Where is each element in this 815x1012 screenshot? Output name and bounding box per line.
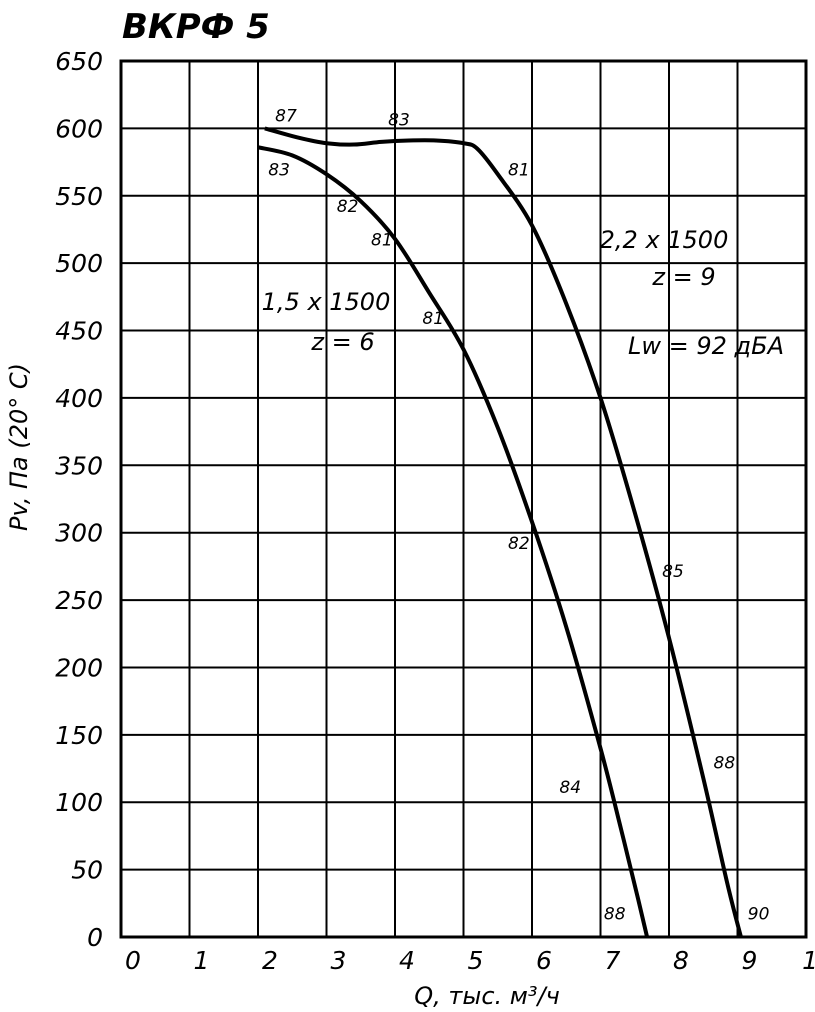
right-curve-note-speed: 2,2 x 1500 <box>600 226 729 254</box>
x-tick-labels: 0 1 2 3 4 5 6 7 8 9 10 <box>125 946 815 975</box>
curve-1-5x1500 <box>257 145 650 938</box>
x-tick-label: 6 <box>536 946 552 975</box>
y-tick-label: 300 <box>55 519 103 548</box>
right-curve-note-blades: z = 9 <box>651 263 715 291</box>
y-tick-label: 150 <box>55 721 103 750</box>
right-curve-point-label: 81 <box>508 161 530 181</box>
left-curve-point-label: 83 <box>268 161 290 181</box>
plot-frame <box>119 59 808 939</box>
left-curve-note-speed: 1,5 x 1500 <box>262 288 391 316</box>
left-curve-point-label: 81 <box>371 231 393 251</box>
x-tick-label: 2 <box>262 946 278 975</box>
x-tick-label: 4 <box>399 946 415 975</box>
grid <box>119 59 808 939</box>
left-curve-point-label: 82 <box>508 534 530 554</box>
y-tick-label: 0 <box>87 923 103 952</box>
y-tick-label: 550 <box>55 182 103 211</box>
right-curve-point-label: 90 <box>748 904 770 924</box>
right-curve-point-label: 85 <box>662 562 684 582</box>
y-tick-label: 100 <box>55 788 103 817</box>
noise-level-note: Lw = 92 дБА <box>628 332 784 360</box>
y-tick-label: 450 <box>55 317 103 346</box>
x-tick-label: 10 <box>802 946 815 975</box>
x-axis-label: Q, тыс. м³/ч <box>414 982 560 1010</box>
x-tick-label: 5 <box>468 946 484 975</box>
y-tick-label: 250 <box>55 586 103 615</box>
y-tick-label: 500 <box>55 249 103 278</box>
y-axis-label: Pv, Па (20° С) <box>5 363 33 531</box>
curve-point-labels: 83 82 81 81 82 84 88 87 83 81 85 88 90 <box>268 107 769 925</box>
chart-title: ВКРФ 5 <box>122 7 270 47</box>
y-tick-label: 650 <box>55 47 103 76</box>
y-tick-label: 50 <box>71 856 103 885</box>
x-tick-label: 8 <box>673 946 689 975</box>
y-tick-label: 350 <box>55 451 103 480</box>
x-tick-label: 0 <box>125 946 141 975</box>
left-curve-point-label: 82 <box>337 197 359 217</box>
left-curve-note-blades: z = 6 <box>310 328 374 356</box>
right-curve-point-label: 87 <box>275 107 297 127</box>
y-tick-label: 200 <box>55 653 103 682</box>
curve-2-2x1500 <box>264 126 743 938</box>
right-curve-point-label: 88 <box>714 754 736 774</box>
left-curve-point-label: 81 <box>422 309 444 329</box>
x-tick-label: 3 <box>331 946 347 975</box>
x-tick-label: 7 <box>605 946 621 975</box>
x-tick-label: 9 <box>742 946 758 975</box>
left-curve-point-label: 88 <box>604 904 626 924</box>
curves <box>257 126 743 938</box>
y-tick-label: 600 <box>55 114 103 143</box>
left-curve-point-label: 84 <box>559 778 581 798</box>
x-tick-label: 1 <box>194 946 210 975</box>
right-curve-point-label: 83 <box>388 111 410 131</box>
y-tick-labels: 0 50 100 150 200 250 300 350 400 450 500 550 600 650 <box>55 47 103 952</box>
y-tick-label: 400 <box>55 384 103 413</box>
